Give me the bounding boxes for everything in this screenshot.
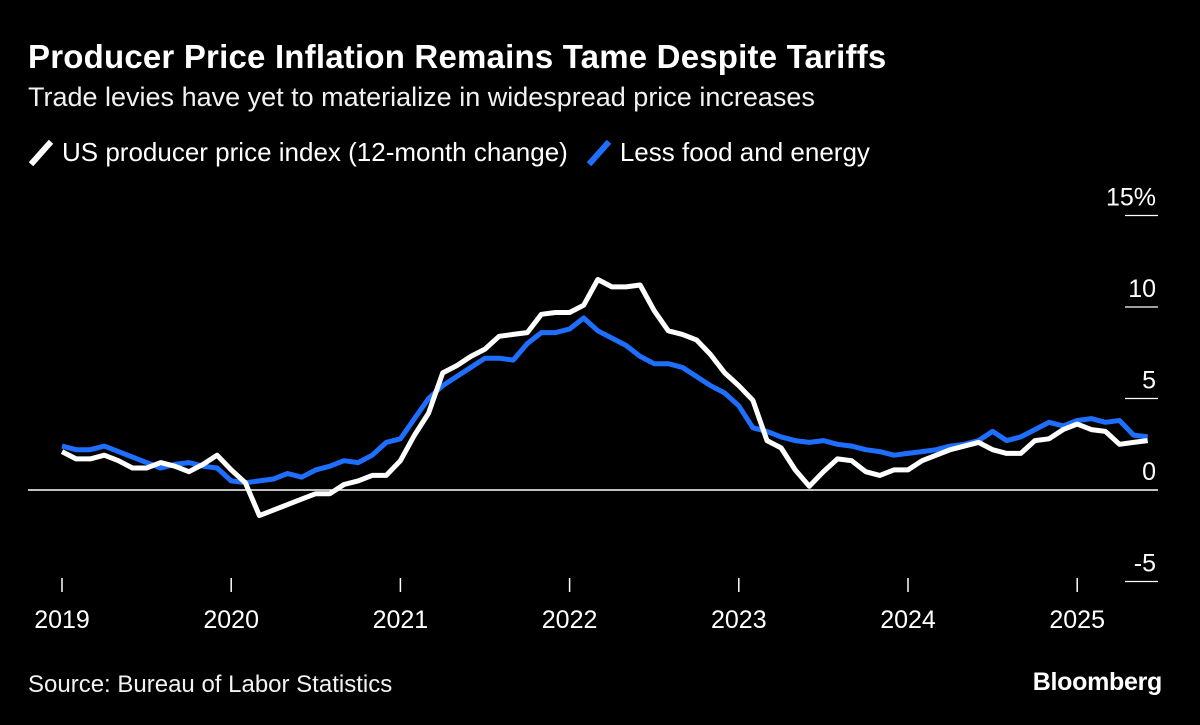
series-line-core xyxy=(61,315,1149,486)
chart-title: Producer Price Inflation Remains Tame De… xyxy=(28,38,887,75)
x-tick-label: 2022 xyxy=(542,606,598,634)
y-tick-label: 15% xyxy=(1106,184,1156,212)
x-tick-label: 2025 xyxy=(1049,606,1105,634)
source-note: Source: Bureau of Labor Statistics xyxy=(28,671,393,698)
legend-swatch-ppi-icon xyxy=(28,139,54,166)
legend-item-ppi: US producer price index (12-month change… xyxy=(28,137,568,168)
chart-subtitle: Trade levies have yet to materialize in … xyxy=(28,82,815,112)
series-line-ppi xyxy=(60,277,1149,519)
y-tick-label: 5 xyxy=(1142,367,1156,395)
legend-swatch-core-icon xyxy=(586,139,612,166)
legend: US producer price index (12-month change… xyxy=(28,137,888,168)
y-tick-label: 0 xyxy=(1142,458,1156,486)
x-tick-label: 2020 xyxy=(203,606,259,634)
legend-label-core: Less food and energy xyxy=(619,137,870,167)
x-tick-label: 2019 xyxy=(34,606,90,634)
y-tick-label: -5 xyxy=(1134,550,1156,578)
y-tick-label: 10 xyxy=(1128,275,1156,303)
legend-label-ppi: US producer price index (12-month change… xyxy=(62,137,568,167)
x-tick-label: 2023 xyxy=(711,606,767,634)
bloomberg-logo: Bloomberg xyxy=(1032,668,1163,696)
legend-item-core: Less food and energy xyxy=(586,137,870,168)
x-tick-label: 2024 xyxy=(880,606,936,634)
x-tick-label: 2021 xyxy=(373,606,429,634)
